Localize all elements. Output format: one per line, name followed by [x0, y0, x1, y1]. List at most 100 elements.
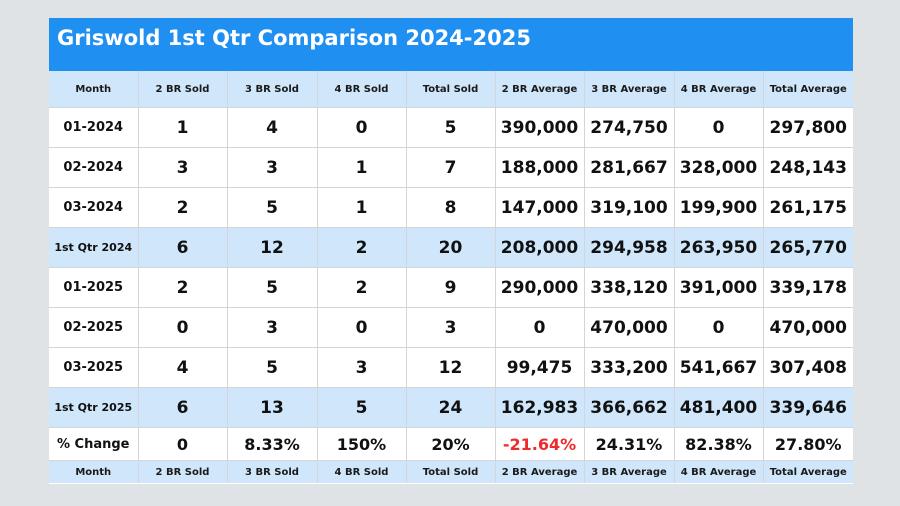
table-cell: 3 [227, 147, 318, 188]
row-label: 03-2024 [49, 187, 139, 228]
table-cell: 8.33% [227, 427, 318, 461]
column-header: 2 BR Average [495, 71, 585, 108]
table-cell: 339,646 [763, 387, 853, 428]
column-header: Month [49, 71, 139, 108]
table-cell: 290,000 [495, 267, 585, 308]
table-cell: 0 [138, 427, 228, 461]
table-cell: 13 [227, 387, 318, 428]
table-cell: 12 [227, 227, 318, 268]
table-cell: 2 [138, 187, 228, 228]
row-label: % Change [49, 427, 139, 461]
table-cell: 147,000 [495, 187, 585, 228]
column-header: Total Average [763, 71, 853, 108]
table-cell: 2 [317, 227, 407, 268]
table-row: 03-2025 4 5 3 12 99,475 333,200 541,667 … [49, 347, 853, 388]
table-cell: 9 [406, 267, 496, 308]
comparison-panel: Griswold 1st Qtr Comparison 2024-2025 Mo… [49, 18, 853, 484]
table-cell: 3 [317, 347, 407, 388]
table-cell: 319,100 [584, 187, 675, 228]
column-header: Total Average [763, 460, 853, 483]
title-bar: Griswold 1st Qtr Comparison 2024-2025 [49, 18, 853, 71]
table-cell: 328,000 [674, 147, 764, 188]
footer-header-row: Month 2 BR Sold 3 BR Sold 4 BR Sold Tota… [49, 460, 853, 483]
table-row: 02-2025 0 3 0 3 0 470,000 0 470,000 [49, 307, 853, 348]
column-header: 4 BR Sold [317, 460, 407, 483]
row-label: 1st Qtr 2025 [49, 387, 139, 428]
table-cell: 208,000 [495, 227, 585, 268]
comparison-table: Month 2 BR Sold 3 BR Sold 4 BR Sold Tota… [49, 71, 853, 483]
table-cell: 0 [138, 307, 228, 348]
table-cell: 541,667 [674, 347, 764, 388]
row-label: 03-2025 [49, 347, 139, 388]
page-title: Griswold 1st Qtr Comparison 2024-2025 [57, 26, 531, 50]
table-cell: 3 [227, 307, 318, 348]
table-cell: 1 [317, 187, 407, 228]
table-cell: 20% [406, 427, 496, 461]
column-header: 4 BR Average [674, 460, 764, 483]
column-header: 2 BR Sold [138, 71, 228, 108]
table-cell: 263,950 [674, 227, 764, 268]
column-header: 3 BR Sold [227, 460, 318, 483]
table-cell: 5 [406, 107, 496, 148]
table-cell: 1 [317, 147, 407, 188]
table-cell: 339,178 [763, 267, 853, 308]
table-cell: 294,958 [584, 227, 675, 268]
table-cell: 99,475 [495, 347, 585, 388]
table-cell: 391,000 [674, 267, 764, 308]
negative-change-cell: -21.64% [495, 427, 585, 461]
table-row: 01-2024 1 4 0 5 390,000 274,750 0 297,80… [49, 107, 853, 148]
table-cell: 0 [674, 307, 764, 348]
table-cell: 24 [406, 387, 496, 428]
table-cell: 366,662 [584, 387, 675, 428]
column-header: 3 BR Average [584, 71, 675, 108]
table-cell: 199,900 [674, 187, 764, 228]
row-label: 01-2024 [49, 107, 139, 148]
table-cell: 3 [406, 307, 496, 348]
column-header: Total Sold [406, 460, 496, 483]
table-cell: 5 [317, 387, 407, 428]
column-header: 3 BR Sold [227, 71, 318, 108]
table-cell: 12 [406, 347, 496, 388]
table-cell: 5 [227, 187, 318, 228]
table-cell: 82.38% [674, 427, 764, 461]
table-row: 03-2024 2 5 1 8 147,000 319,100 199,900 … [49, 187, 853, 228]
column-header: 4 BR Sold [317, 71, 407, 108]
table-cell: 188,000 [495, 147, 585, 188]
quarter-total-row: 1st Qtr 2024 6 12 2 20 208,000 294,958 2… [49, 227, 853, 268]
row-label: 02-2025 [49, 307, 139, 348]
table-cell: 265,770 [763, 227, 853, 268]
row-label: 02-2024 [49, 147, 139, 188]
table-cell: 2 [138, 267, 228, 308]
column-header: 2 BR Average [495, 460, 585, 483]
table-cell: 0 [317, 307, 407, 348]
table-cell: 162,983 [495, 387, 585, 428]
table-row: 02-2024 3 3 1 7 188,000 281,667 328,000 … [49, 147, 853, 188]
table-cell: 470,000 [584, 307, 675, 348]
table-cell: 5 [227, 267, 318, 308]
table-cell: 6 [138, 227, 228, 268]
header-row: Month 2 BR Sold 3 BR Sold 4 BR Sold Tota… [49, 71, 853, 108]
table-cell: 5 [227, 347, 318, 388]
table-cell: 27.80% [763, 427, 853, 461]
table-cell: 307,408 [763, 347, 853, 388]
table-cell: 7 [406, 147, 496, 188]
percent-change-row: % Change 0 8.33% 150% 20% -21.64% 24.31%… [49, 427, 853, 461]
table-cell: 0 [674, 107, 764, 148]
column-header: 2 BR Sold [138, 460, 228, 483]
table-cell: 24.31% [584, 427, 675, 461]
table-cell: 274,750 [584, 107, 675, 148]
quarter-total-row: 1st Qtr 2025 6 13 5 24 162,983 366,662 4… [49, 387, 853, 428]
table-row: 01-2025 2 5 2 9 290,000 338,120 391,000 … [49, 267, 853, 308]
table-cell: 297,800 [763, 107, 853, 148]
column-header: Total Sold [406, 71, 496, 108]
table-cell: 150% [317, 427, 407, 461]
table-cell: 4 [227, 107, 318, 148]
table-cell: 8 [406, 187, 496, 228]
table-cell: 390,000 [495, 107, 585, 148]
table-cell: 4 [138, 347, 228, 388]
table-cell: 338,120 [584, 267, 675, 308]
table-cell: 2 [317, 267, 407, 308]
table-cell: 1 [138, 107, 228, 148]
table-cell: 333,200 [584, 347, 675, 388]
table-cell: 0 [317, 107, 407, 148]
